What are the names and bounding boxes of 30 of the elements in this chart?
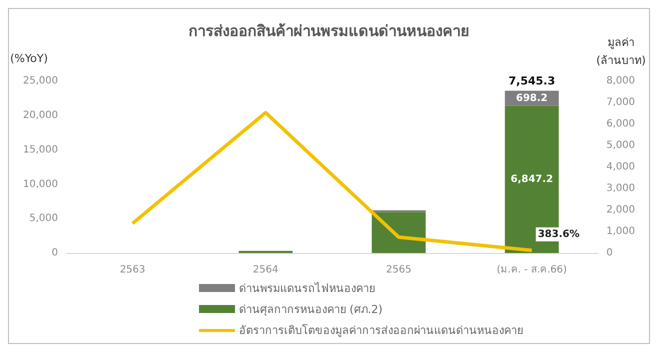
y-tick-label: 25,000	[22, 76, 58, 87]
total-label: 7,545.3	[508, 74, 556, 88]
y-tick-label: 20,000	[22, 110, 58, 121]
y2-tick-label: 0	[606, 248, 613, 259]
y-tick-label: 0	[52, 248, 58, 259]
y2-tick-label: 4,000	[606, 162, 636, 173]
data-label: 698.2	[516, 92, 548, 104]
y2-tick-label: 5,000	[606, 140, 636, 152]
legend-label: อัตราการเติบโตของมูลค่าการส่งออกผ่านแดนด่านหนองคาย	[239, 323, 523, 339]
x-tick-label: 2563	[120, 264, 146, 276]
y-tick-label: 15,000	[22, 144, 58, 156]
chart-title: การส่งออกสินค้าผ่านพรมแดนด่านหนองคาย	[188, 22, 470, 40]
x-tick-label: (ม.ค. - ส.ค.66)	[496, 264, 568, 276]
y2-tick-label: 6,000	[606, 118, 636, 130]
y2-tick-label: 2,000	[606, 204, 636, 216]
y-axis-title: (%YoY)	[10, 52, 48, 65]
bar	[372, 212, 426, 253]
data-label: 6,847.2	[510, 174, 554, 185]
y2-axis-title: มูลค่า (ล้านบาท)	[596, 36, 646, 67]
y-tick-label: 5,000	[29, 213, 58, 224]
legend-label: ด่านพรมแดนรถไฟหนองคาย	[239, 281, 375, 297]
y2-tick-label: 3,000	[606, 183, 636, 194]
y2-tick-label: 7,000	[606, 97, 636, 108]
y-tick-label: 10,000	[22, 178, 58, 190]
data-label: 383.6%	[538, 228, 580, 240]
y2-tick-label: 8,000	[606, 76, 636, 87]
x-tick-label: 2565	[386, 264, 412, 276]
x-tick-label: 2564	[252, 264, 278, 276]
legend-label: ด่านศุลกากรหนองคาย (ศภ.2)	[239, 302, 383, 318]
y2-tick-label: 1,000	[606, 226, 636, 238]
